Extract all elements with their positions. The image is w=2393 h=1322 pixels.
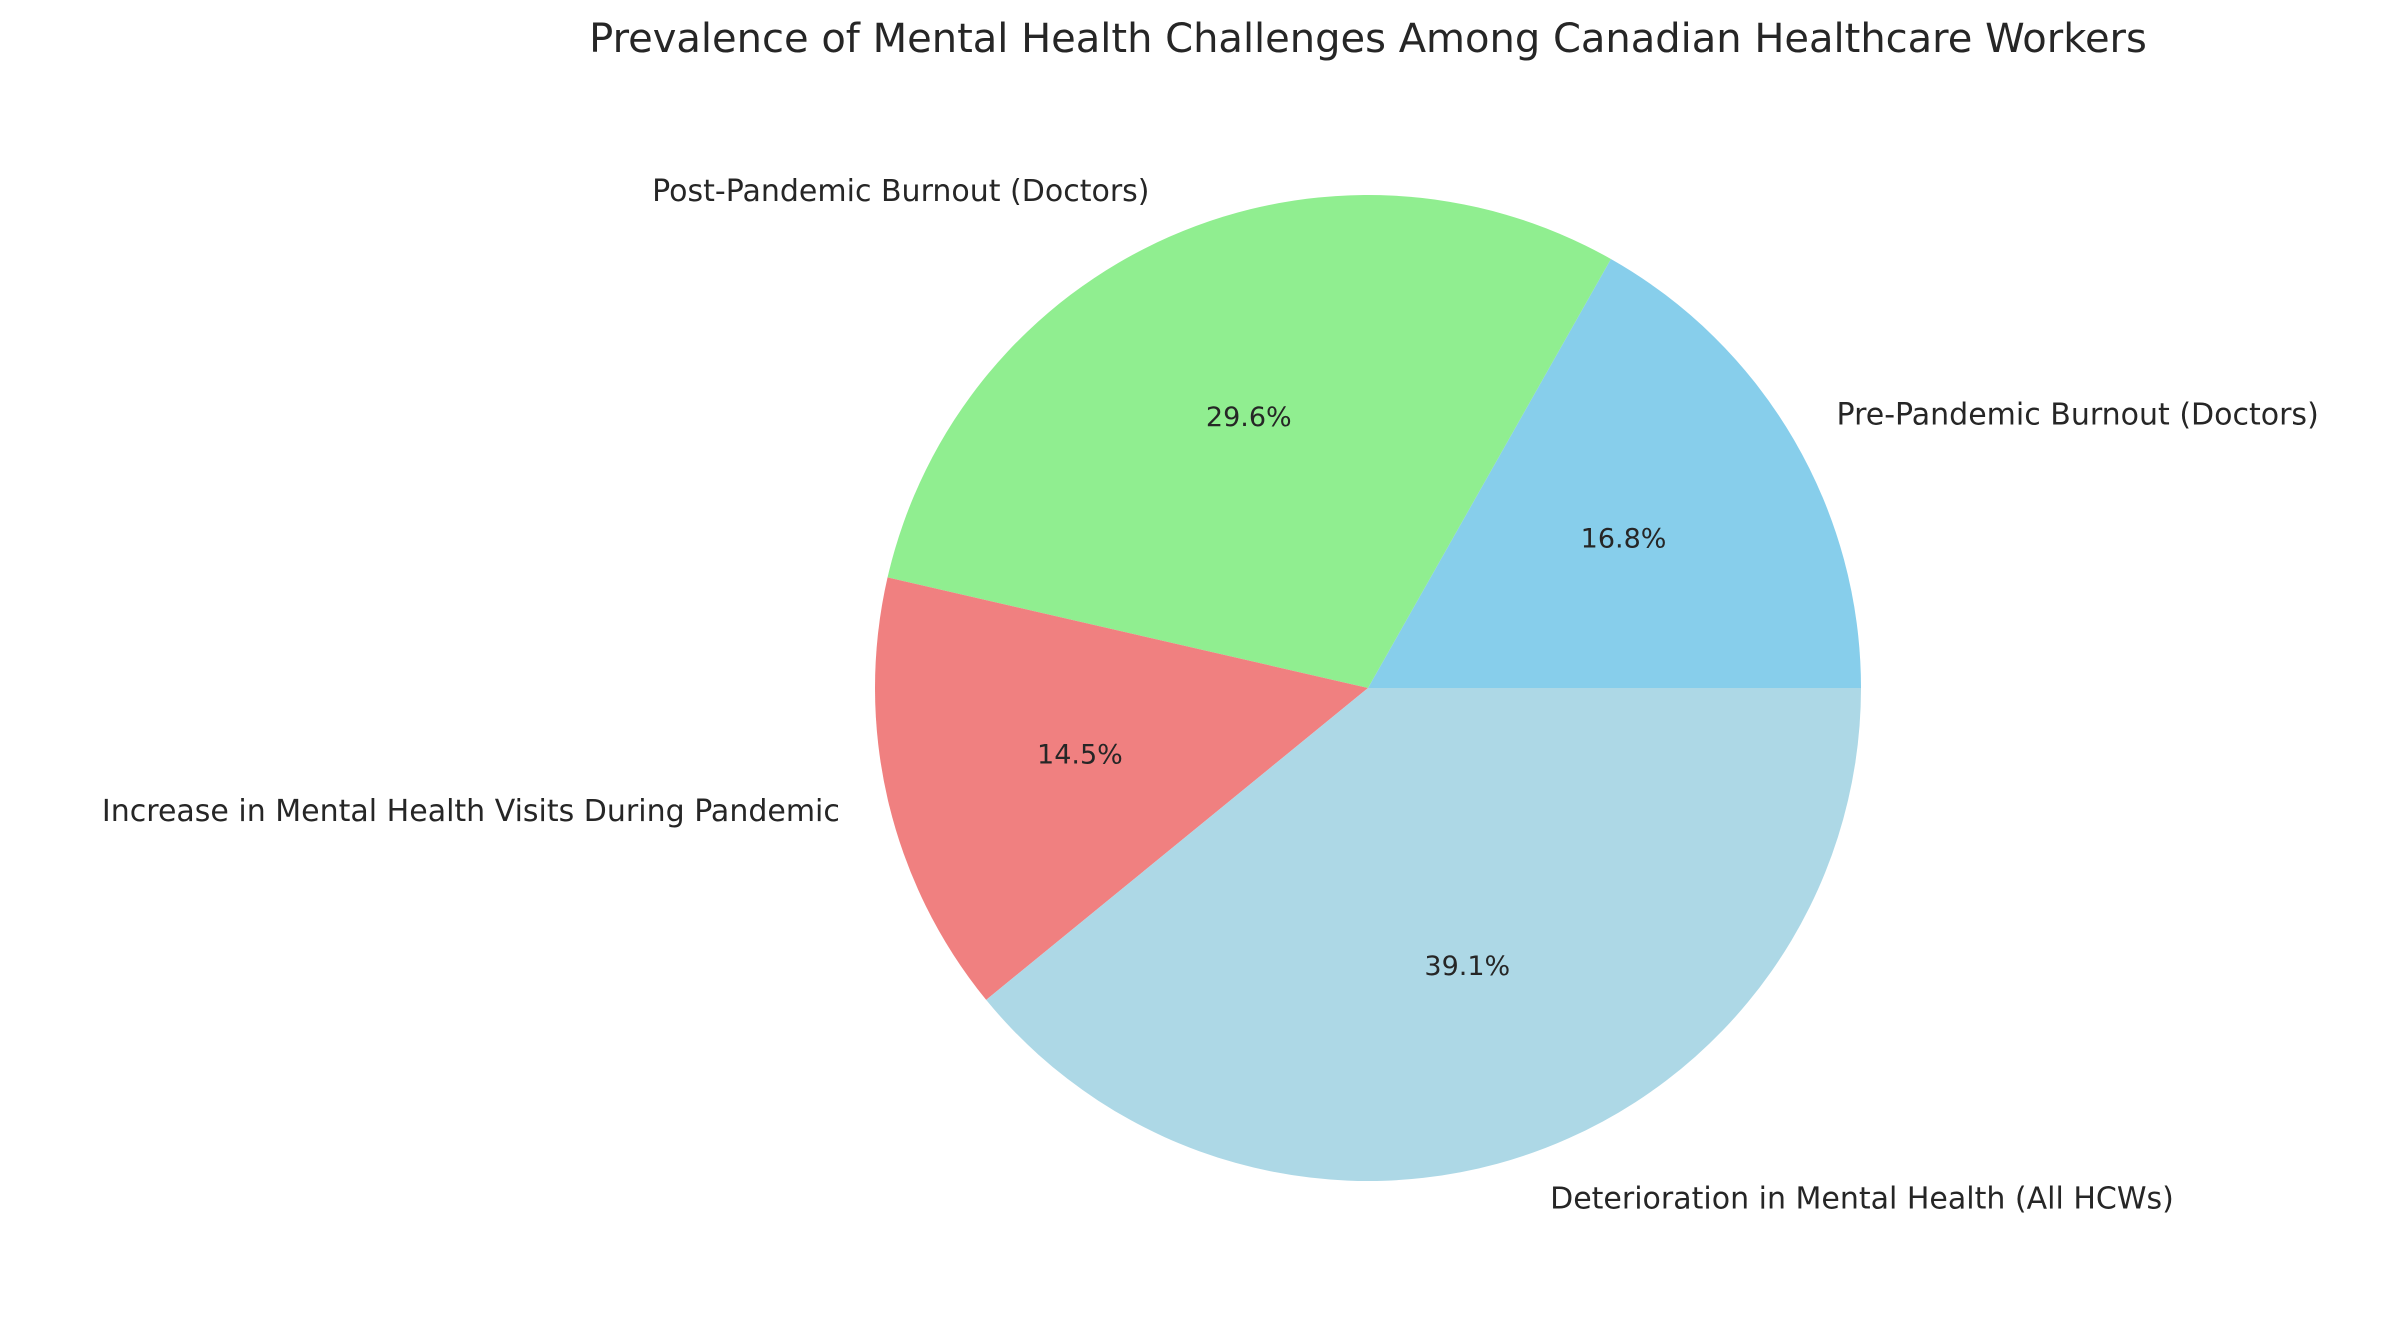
slice-label-pre-pandemic-burnout-doctors: Pre-Pandemic Burnout (Doctors): [1837, 397, 2319, 432]
chart-title: Prevalence of Mental Health Challenges A…: [589, 16, 2147, 62]
pie-slice-pre-pandemic-burnout-doctors: [1368, 258, 1861, 688]
percent-label-post-pandemic-burnout-doctors: 29.6%: [1206, 402, 1292, 433]
slice-label-increase-in-mental-health-visits-during-pandemic: Increase in Mental Health Visits During …: [102, 794, 840, 829]
pie-slice-post-pandemic-burnout-doctors: [887, 195, 1611, 688]
slice-label-post-pandemic-burnout-doctors: Post-Pandemic Burnout (Doctors): [652, 174, 1149, 209]
pie-slice-deterioration-in-mental-health-all-hcws: [986, 688, 1861, 1181]
percent-label-deterioration-in-mental-health-all-hcws: 39.1%: [1424, 951, 1510, 982]
slice-label-deterioration-in-mental-health-all-hcws: Deterioration in Mental Health (All HCWs…: [1550, 1181, 2174, 1216]
pie-slice-increase-in-mental-health-visits-during-pandemic: [875, 577, 1368, 1000]
percent-label-increase-in-mental-health-visits-during-pandemic: 14.5%: [1037, 740, 1123, 771]
percent-label-pre-pandemic-burnout-doctors: 16.8%: [1581, 524, 1667, 555]
pie-slices: [875, 195, 1861, 1181]
pie-labels: Pre-Pandemic Burnout (Doctors) 16.8% Post-…: [102, 174, 2319, 1216]
